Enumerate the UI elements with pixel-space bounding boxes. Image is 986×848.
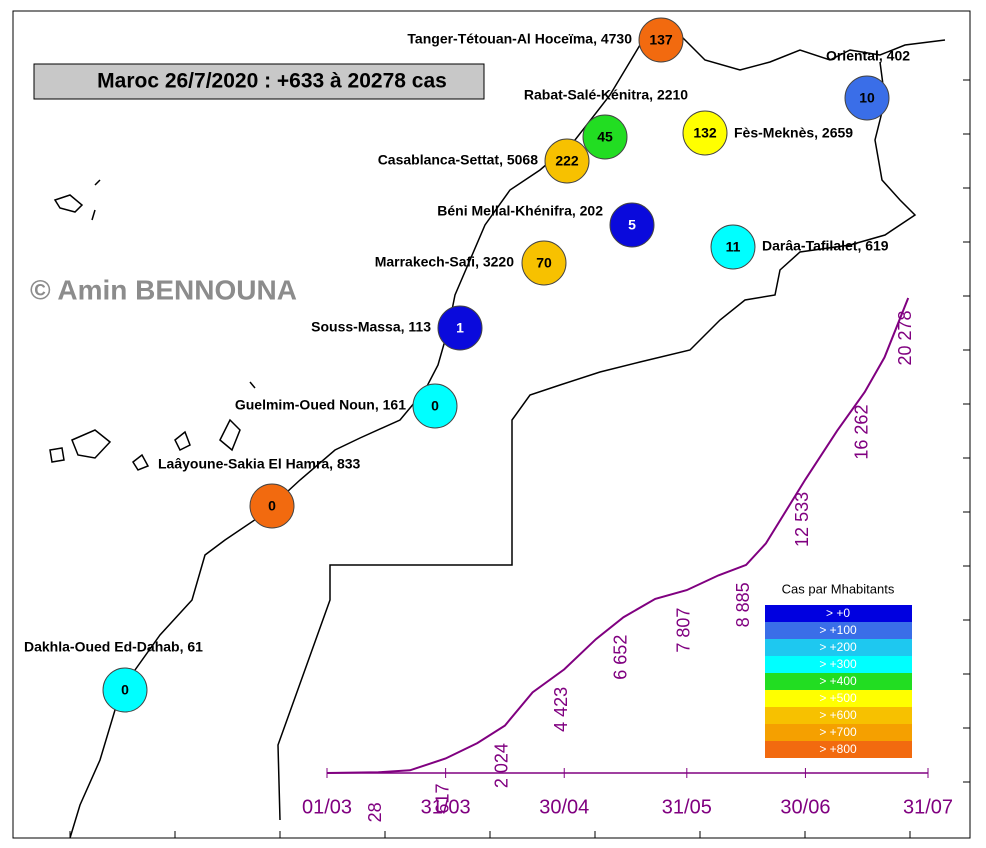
region-value: 137 [649, 32, 673, 48]
region-label: Dakhla-Oued Ed-Dahab, 61 [24, 639, 203, 655]
legend: Cas par Mhabitants > +0 > +100 > +200 > +300… [765, 581, 912, 758]
region-label: Oriental, 402 [826, 48, 910, 64]
value-label: 20 278 [895, 310, 915, 365]
region-label: Fès-Meknès, 2659 [734, 125, 853, 141]
region-value: 222 [555, 153, 579, 169]
value-label: 8 885 [733, 582, 753, 627]
title-box [33, 63, 485, 100]
x-tick-label: 30/04 [539, 796, 589, 818]
region-label: Marrakech-Safi, 3220 [375, 254, 515, 270]
cumulative-chart: 01/03 31/03 30/04 31/05 30/06 31/07 28 617 2 024… [302, 297, 953, 822]
region-value: 132 [693, 125, 717, 141]
region-label: Darâa-Tafilalet, 619 [762, 238, 889, 254]
region-value: 5 [628, 217, 636, 233]
region-label: Souss-Massa, 113 [311, 319, 431, 335]
coastline [69, 19, 946, 839]
legend-label: > +800 [819, 742, 857, 756]
title: Maroc 26/7/2020 : +633 à 20278 cas [97, 70, 447, 93]
legend-label: > +600 [819, 708, 857, 722]
region-label: Casablanca-Settat, 5068 [378, 152, 539, 168]
value-label: 4 423 [551, 687, 571, 732]
legend-swatch [765, 639, 912, 656]
region-value: 70 [536, 255, 552, 271]
islands [49, 179, 256, 471]
x-tick-label: 01/03 [302, 796, 352, 818]
region-bubble [249, 483, 295, 529]
region-label: Béni Mellal-Khénifra, 202 [437, 203, 603, 219]
region-bubble [521, 240, 567, 286]
region-value: 0 [121, 682, 129, 698]
region-label: Guelmim-Oued Noun, 161 [235, 397, 406, 413]
legend-swatch [765, 656, 912, 673]
value-label: 12 533 [792, 492, 812, 547]
x-tick-label: 30/06 [780, 796, 830, 818]
value-label: 28 [365, 802, 385, 822]
legend-swatch [765, 605, 912, 622]
region-bubble [638, 17, 684, 63]
legend-label: > +500 [819, 691, 857, 705]
region-bubble [844, 75, 890, 121]
regions: Tanger-Tétouan-Al Hoceïma, 4730 137 Orient… [24, 17, 910, 713]
x-tick-label: 31/03 [421, 796, 471, 818]
region-value: 11 [726, 239, 741, 255]
frame-ticks [69, 79, 970, 838]
legend-label: > +0 [826, 606, 850, 620]
region-value: 10 [859, 90, 875, 106]
value-label: 16 262 [851, 405, 871, 460]
legend-label: > +400 [819, 674, 857, 688]
legend-label: > +100 [819, 623, 857, 637]
region-value: 0 [431, 398, 439, 414]
region-label: Tanger-Tétouan-Al Hoceïma, 4730 [407, 31, 632, 47]
region-value: 1 [456, 320, 464, 336]
region-value: 45 [597, 129, 613, 145]
cases-line [326, 297, 910, 774]
value-label: 2 024 [492, 743, 512, 788]
legend-label: > +700 [819, 725, 857, 739]
region-bubble [544, 138, 590, 184]
legend-label: > +300 [819, 657, 857, 671]
legend-swatch [765, 707, 912, 724]
region-bubble [582, 114, 628, 160]
region-value: 0 [268, 498, 276, 514]
region-label: Rabat-Salé-Kénitra, 2210 [524, 87, 688, 103]
value-label: 6 652 [610, 635, 630, 680]
x-tick-label: 31/05 [662, 796, 712, 818]
legend-swatch [765, 673, 912, 690]
legend-label: > +200 [819, 640, 857, 654]
region-bubble [682, 110, 728, 156]
watermark: © Amin BENNOUNA [30, 274, 297, 305]
legend-swatch [765, 690, 912, 707]
region-bubble [412, 383, 458, 429]
legend-title: Cas par Mhabitants [782, 581, 895, 596]
region-bubble [710, 224, 756, 270]
legend-swatch [765, 724, 912, 741]
region-label: Laâyoune-Sakia El Hamra, 833 [158, 456, 361, 472]
value-label: 617 [432, 784, 452, 814]
legend-swatch [765, 622, 912, 639]
legend-swatch [765, 741, 912, 758]
x-tick-label: 31/07 [903, 796, 953, 818]
region-bubble [609, 202, 655, 248]
region-bubble [437, 305, 483, 351]
value-label: 7 807 [674, 608, 694, 653]
region-bubble [102, 667, 148, 713]
